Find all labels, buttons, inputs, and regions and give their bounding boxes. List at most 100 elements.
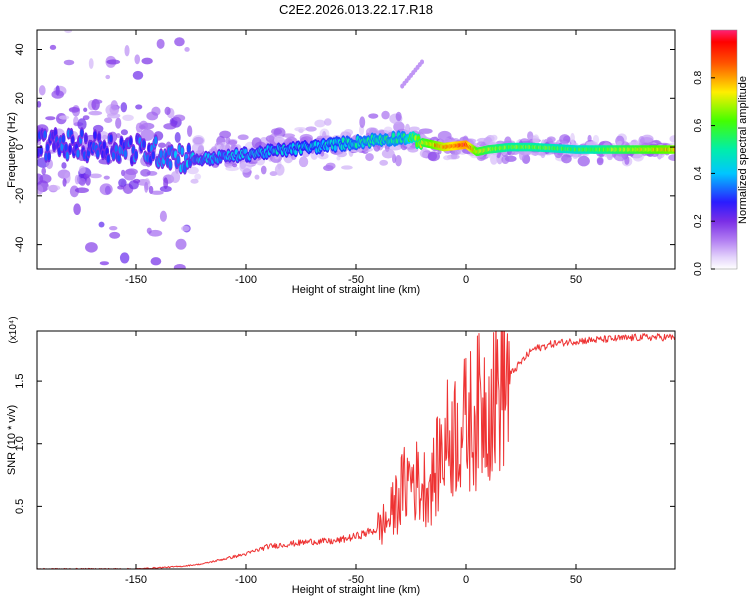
heatmap-cell xyxy=(282,133,296,138)
colorbar-ticks: 0.0 0.2 0.4 0.6 0.8 xyxy=(693,70,715,276)
x-tick-label: -50 xyxy=(348,274,364,286)
colorbar-scale xyxy=(710,29,738,270)
heatmap-cell xyxy=(109,231,121,239)
y-tick-label: 1.0 xyxy=(14,436,26,451)
heatmap-cell xyxy=(37,185,44,195)
colorbar-tick-label: 0.8 xyxy=(693,70,704,84)
heatmap-cell xyxy=(159,150,163,159)
heatmap-cell xyxy=(109,134,113,143)
bottom-y-scale-label: (x10⁴) xyxy=(8,316,19,343)
heatmap-cell xyxy=(299,133,313,143)
heatmap-cell xyxy=(104,117,113,123)
heatmap-cell xyxy=(96,149,100,158)
heatmap-cell xyxy=(83,174,90,179)
x-tick-label: 0 xyxy=(463,274,469,286)
heatmap-cell xyxy=(260,165,267,175)
heatmap-cell xyxy=(437,149,442,155)
heatmap-cell xyxy=(476,141,487,147)
heatmap-cell xyxy=(421,152,429,158)
heatmap-cell xyxy=(150,190,164,195)
heatmap-cell xyxy=(122,114,134,121)
heatmap-cell xyxy=(154,136,158,145)
heatmap-cell xyxy=(368,113,379,119)
bottom-x-axis-label: Height of straight line (km) xyxy=(292,584,420,596)
heatmap-cell xyxy=(37,173,44,185)
heatmap-cell xyxy=(82,115,90,121)
heatmap-cell xyxy=(37,101,42,108)
heatmap-cell xyxy=(501,155,510,164)
heatmap-cell xyxy=(305,126,317,132)
heatmap-cell xyxy=(80,129,84,138)
heatmap-cell xyxy=(132,70,144,80)
top-x-axis-label: Height of straight line (km) xyxy=(292,284,420,296)
heatmap-cell xyxy=(668,154,675,162)
heatmap-cell xyxy=(61,134,65,143)
heatmap-cell xyxy=(89,173,102,179)
heatmap-cell xyxy=(340,165,353,170)
heatmap-cell xyxy=(596,156,604,164)
heatmap-cell xyxy=(65,151,69,160)
heatmap-cell xyxy=(225,166,239,172)
heatmap-cell xyxy=(420,59,424,65)
heatmap-cell xyxy=(336,155,341,161)
heatmap-cell xyxy=(115,117,122,129)
colorbar-tick-label: 0.4 xyxy=(693,166,704,180)
x-tick-label: -150 xyxy=(125,274,147,286)
top-x-axis: -150 -100 -50 0 50 xyxy=(125,30,582,286)
heatmap-cell xyxy=(77,118,87,131)
heatmap-cell xyxy=(123,149,128,158)
snr-panel: -150 -100 -50 0 50 0.5 1.0 1.5 Height of strai… xyxy=(6,316,676,596)
heatmap-cell xyxy=(71,135,75,144)
heatmap-cell xyxy=(43,130,47,139)
x-tick-label: 0 xyxy=(463,574,469,586)
heatmap-cell xyxy=(274,163,285,176)
y-tick-label: 40 xyxy=(14,43,26,55)
heatmap-cell xyxy=(484,138,491,145)
heatmap-cell xyxy=(146,111,159,121)
colorbar-tick-label: 0.2 xyxy=(693,214,704,228)
heatmap-cell xyxy=(60,142,64,151)
top-y-axis: -40 -20 0 20 40 xyxy=(14,43,675,253)
heatmap-cell xyxy=(45,158,53,170)
heatmap-cell xyxy=(518,148,525,161)
heatmap-cell xyxy=(120,102,128,113)
heatmap-cell xyxy=(105,74,111,80)
heatmap-cell xyxy=(141,57,153,65)
heatmap-cell xyxy=(174,37,185,47)
heatmap-cell xyxy=(140,169,151,177)
heatmap-cell xyxy=(381,148,395,159)
heatmap-cell xyxy=(180,147,184,156)
y-tick-label: 20 xyxy=(14,92,26,104)
heatmap-cell xyxy=(129,137,133,146)
heatmap-cell xyxy=(163,177,169,190)
heatmap-cell xyxy=(111,151,116,160)
heatmap-cell xyxy=(88,58,94,69)
heatmap-cell xyxy=(61,162,67,169)
heatmap-cell xyxy=(156,38,165,49)
heatmap-cell xyxy=(333,144,337,151)
heatmap-cell xyxy=(102,141,106,150)
heatmap-cell xyxy=(273,127,286,139)
heatmap-cell xyxy=(85,176,91,186)
heatmap-cell xyxy=(123,169,137,181)
heatmap-cell xyxy=(74,174,80,185)
heatmap-cell xyxy=(79,177,86,187)
heatmap-cell xyxy=(427,151,440,162)
heatmap-cell xyxy=(62,178,67,187)
heatmap-cell xyxy=(38,85,46,96)
heatmap-cell xyxy=(336,150,348,158)
heatmap-cell xyxy=(174,150,178,159)
heatmap-cell xyxy=(163,123,177,130)
bottom-y-axis-label: SNR (10 * v/v) xyxy=(6,405,18,475)
heatmap-cell xyxy=(225,136,231,145)
heatmap-cell xyxy=(45,143,50,152)
heatmap-cell xyxy=(64,143,68,152)
heatmap-cell xyxy=(138,125,146,130)
heatmap-cell xyxy=(168,160,172,169)
heatmap-cell xyxy=(443,155,452,161)
heatmap-cell xyxy=(379,159,389,166)
heatmap-cell xyxy=(45,116,56,121)
heatmap-cell xyxy=(88,110,103,116)
heatmap-cell xyxy=(157,142,167,148)
heatmap-cell xyxy=(47,152,51,161)
